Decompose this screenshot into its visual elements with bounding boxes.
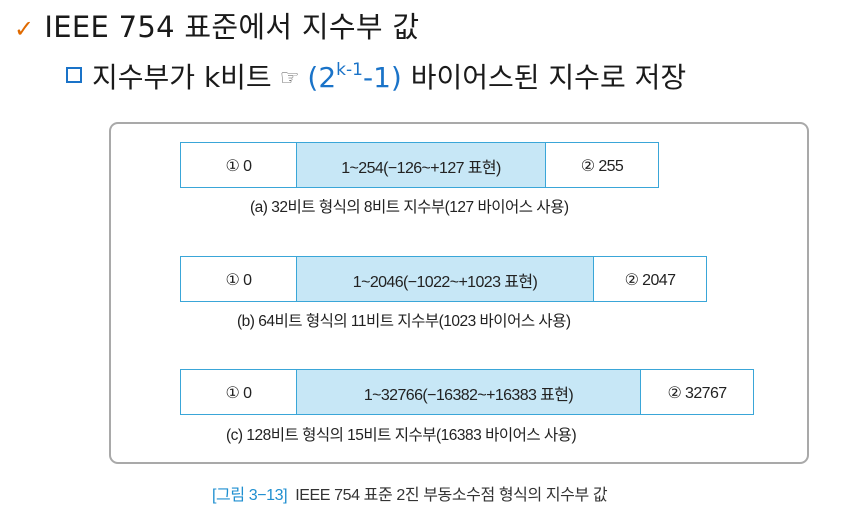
figure-caption-text: IEEE 754 표준 2진 부동소수점 형식의 지수부 값 [295,487,608,504]
bar-caption-64bit: (b) 64비트 형식의 11비트 지수부(1023 바이어스 사용) [237,313,571,330]
exponent-bar-32bit: ① 0 1~254(−126~+127 표현) ② 255 [180,142,659,188]
bar-caption-32bit: (a) 32비트 형식의 8비트 지수부(127 바이어스 사용) [250,199,569,216]
bar-right-segment: ② 32767 [640,370,753,414]
figure-label: [그림 3−13] [212,487,288,504]
bar-left-segment: ① 0 [225,385,252,402]
formula-exponent: k-1 [336,60,363,80]
checkmark-icon: ✓ [14,15,35,43]
formula-rest: -1) [362,61,402,94]
exponent-bar-128bit: ① 0 1~32766(−16382~+16383 표현) ② 32767 [180,369,754,415]
figure-caption: [그림 3−13] IEEE 754 표준 2진 부동소수점 형식의 지수부 값 [212,481,608,505]
subtitle-line: 지수부가 k비트 ☞ (2k-1-1) 바이어스된 지수로 저장 [66,58,686,99]
exponent-bar-64bit: ① 0 1~2046(−1022~+1023 표현) ② 2047 [180,256,707,302]
bar-middle-segment: 1~2046(−1022~+1023 표현) [296,257,593,301]
formula-base: (2 [307,61,337,94]
bar-middle-segment: 1~32766(−16382~+16383 표현) [296,370,640,414]
bar-right-segment: ② 255 [545,143,658,187]
square-bullet-icon [66,67,82,83]
subtitle-text: 지수부가 k비트 [92,61,272,94]
bias-formula: (2k-1-1) [307,61,401,94]
bar-left-segment: ① 0 [225,158,252,175]
diagram-frame [109,122,809,464]
subtitle-tail: 바이어스된 지수로 저장 [410,61,687,94]
slide-title: ✓ IEEE 754 표준에서 지수부 값 [14,8,419,48]
title-text: IEEE 754 표준에서 지수부 값 [44,10,420,44]
bar-middle-segment: 1~254(−126~+127 표현) [296,143,545,187]
pointing-hand-icon: ☞ [279,66,300,91]
bar-caption-128bit: (c) 128비트 형식의 15비트 지수부(16383 바이어스 사용) [226,427,577,444]
bar-left-segment: ① 0 [225,272,252,289]
bar-right-segment: ② 2047 [593,257,706,301]
